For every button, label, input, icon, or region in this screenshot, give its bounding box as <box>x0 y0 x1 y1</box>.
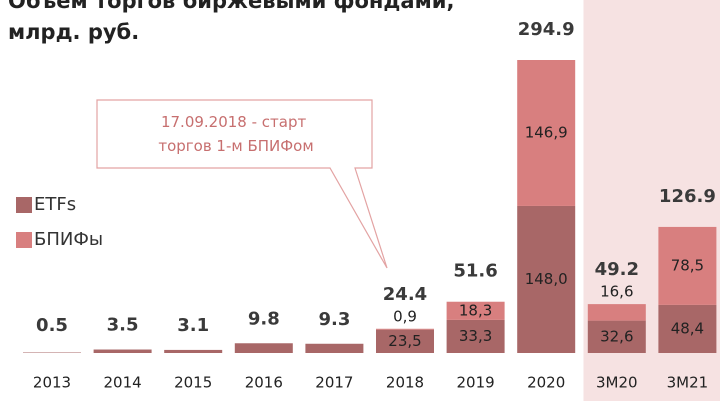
annotation: 17.09.2018 - старт торгов 1-м БПИФом <box>158 113 313 155</box>
total-label: 49.2 <box>595 259 639 280</box>
bar-segment <box>305 343 364 353</box>
x-tick-label: 2013 <box>33 374 71 392</box>
total-label: 3.5 <box>107 315 139 336</box>
bar-segment <box>376 329 434 353</box>
bar-segment <box>587 320 646 353</box>
x-tick-label: 2014 <box>104 374 142 392</box>
total-label: 9.8 <box>248 308 280 329</box>
total-label: 24.4 <box>383 284 427 305</box>
chart-title: Объем торгов биржевыми фондами, млрд. ру… <box>8 0 462 44</box>
bar-segment <box>658 304 717 353</box>
legend-label: ETFs <box>34 194 76 215</box>
total-label: 3.1 <box>177 315 209 336</box>
bar-segment <box>517 60 576 206</box>
segment-label: 33,3 <box>459 327 492 345</box>
total-label: 9.3 <box>318 309 350 330</box>
segment-label: 48,4 <box>671 319 704 337</box>
x-tick-label: 2020 <box>527 374 565 392</box>
title-line: Объем торгов биржевыми фондами, <box>8 0 454 13</box>
legend-swatch <box>16 197 32 213</box>
bar-segment <box>376 328 434 330</box>
segment-label: 0,9 <box>393 307 417 325</box>
segment-label: 32,6 <box>600 327 633 345</box>
x-tick-label: 2015 <box>174 374 212 392</box>
x-tick-label: 2018 <box>386 374 424 392</box>
annotation-line: торгов 1-м БПИФом <box>158 137 313 155</box>
segment-label: 18,3 <box>459 301 492 319</box>
bar-segment <box>446 319 505 353</box>
legend-label: БПИФы <box>34 229 103 250</box>
total-label: 51.6 <box>453 261 497 282</box>
x-tick-label: 2016 <box>245 374 283 392</box>
x-tick-label: 3М21 <box>667 374 709 392</box>
total-label: 294.9 <box>518 19 575 40</box>
bar-segment <box>587 304 646 321</box>
total-label: 0.5 <box>36 315 68 336</box>
annotation-line: 17.09.2018 - старт <box>161 113 307 131</box>
segment-label: 16,6 <box>600 283 633 301</box>
callout-box <box>96 99 388 269</box>
x-tick-label: 2017 <box>315 374 353 392</box>
segment-label: 23,5 <box>388 332 421 350</box>
x-tick-label: 2019 <box>457 374 495 392</box>
bar-segment <box>658 226 717 305</box>
title-line: млрд. руб. <box>8 20 139 44</box>
bar-segment <box>234 343 293 353</box>
segment-label: 78,5 <box>671 256 704 274</box>
segment-label: 146,9 <box>525 123 568 141</box>
bar-segment <box>517 205 576 353</box>
segment-label: 148,0 <box>525 270 568 288</box>
bar-segment <box>164 349 223 353</box>
bar-segment <box>446 301 505 320</box>
total-label: 126.9 <box>659 186 716 207</box>
x-tick-label: 3М20 <box>596 374 638 392</box>
legend-swatch <box>16 232 32 248</box>
bar-segment <box>93 349 152 353</box>
